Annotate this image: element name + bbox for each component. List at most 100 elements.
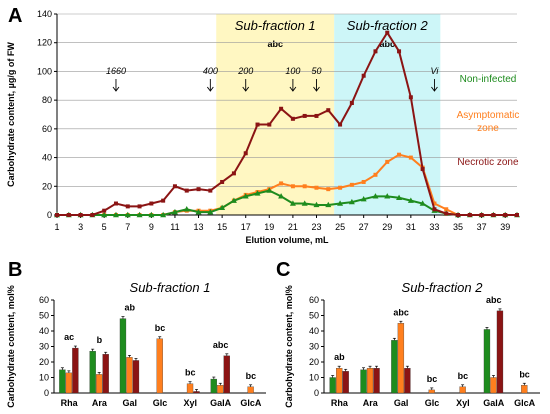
x-tick-label: 23 bbox=[311, 222, 321, 232]
data-point bbox=[372, 193, 379, 199]
data-point bbox=[137, 204, 142, 209]
data-point bbox=[101, 211, 108, 218]
bar bbox=[59, 369, 66, 394]
y-tick-label: 20 bbox=[39, 357, 49, 367]
size-marker-label: 400 bbox=[203, 66, 218, 76]
y-tick-labels: 0 20 40 60 80 100 120 140 bbox=[37, 9, 52, 220]
data-point bbox=[160, 211, 167, 218]
data-point bbox=[267, 122, 272, 127]
size-marker-label: Vi bbox=[431, 66, 440, 76]
data-point bbox=[397, 49, 402, 54]
y-tick-label: 0 bbox=[314, 388, 319, 398]
legend-asymptomatic-line1: Asymptomatic bbox=[457, 110, 520, 121]
category-label: Rha bbox=[331, 398, 349, 408]
subfraction-2-band bbox=[334, 14, 441, 215]
data-point bbox=[325, 201, 332, 208]
data-point bbox=[219, 204, 226, 211]
data-point bbox=[373, 49, 378, 54]
data-point bbox=[125, 204, 130, 209]
x-tick-label: 5 bbox=[102, 222, 107, 232]
data-point bbox=[195, 208, 202, 215]
bar bbox=[210, 378, 217, 394]
category-label: GalA bbox=[483, 398, 505, 408]
data-point bbox=[503, 213, 508, 217]
bar bbox=[404, 368, 411, 394]
panel-c: C Sub-fraction 2 Carbohydrate content, m… bbox=[276, 259, 540, 408]
y-tick-label: 120 bbox=[37, 38, 52, 48]
x-tick-label: 17 bbox=[241, 222, 251, 232]
data-point bbox=[337, 200, 344, 206]
y-tick-label: 40 bbox=[309, 326, 319, 336]
data-point bbox=[385, 30, 390, 35]
panel-b-plot: 0 10 20 30 40 50 60 ac Rha b Ara ab Gal bc Glc bc Xyl abc… bbox=[39, 295, 266, 408]
size-marker-arrowhead bbox=[242, 86, 250, 92]
significance-label: bc bbox=[185, 368, 196, 378]
data-point bbox=[444, 207, 449, 212]
x-tick-label: 27 bbox=[359, 222, 369, 232]
significance-label: bc bbox=[246, 371, 257, 381]
data-point bbox=[124, 211, 131, 218]
bar bbox=[119, 318, 127, 394]
size-marker-label: 100 bbox=[285, 66, 300, 76]
bar bbox=[366, 368, 374, 394]
data-point bbox=[278, 193, 285, 199]
x-tick-label: 39 bbox=[500, 222, 510, 232]
data-point bbox=[302, 113, 307, 118]
data-point bbox=[183, 206, 190, 212]
data-point bbox=[419, 200, 426, 206]
category-label: Glc bbox=[153, 398, 168, 408]
size-marker-label: 50 bbox=[311, 66, 321, 76]
significance-label: bc bbox=[519, 369, 530, 379]
y-axis-label: Carbohydrate content, µg/g of FW bbox=[6, 42, 16, 187]
y-tick-label: 40 bbox=[42, 153, 52, 163]
y-tick-label: 10 bbox=[39, 373, 49, 383]
y-tick-label: 20 bbox=[309, 357, 319, 367]
data-point bbox=[348, 198, 355, 205]
x-tick-label: 13 bbox=[194, 222, 204, 232]
data-point bbox=[396, 194, 403, 200]
size-marker-arrowhead bbox=[112, 86, 120, 92]
y-tick-label: 50 bbox=[39, 311, 49, 321]
data-point bbox=[314, 185, 319, 190]
category-label: Ara bbox=[92, 398, 108, 408]
data-point bbox=[302, 184, 307, 189]
data-point bbox=[148, 211, 155, 218]
x-tick-label: 7 bbox=[125, 222, 130, 232]
bar bbox=[373, 368, 380, 394]
data-point bbox=[171, 208, 178, 215]
panel-b-title: Sub-fraction 1 bbox=[130, 280, 211, 295]
data-point bbox=[254, 190, 261, 196]
y-tick-label: 0 bbox=[47, 210, 52, 220]
panel-b-y-axis-label: Carbohydrate content, mol% bbox=[6, 285, 16, 408]
data-point bbox=[326, 108, 331, 113]
data-point bbox=[432, 201, 437, 206]
data-point bbox=[230, 197, 237, 203]
data-point bbox=[491, 213, 496, 217]
y-tick-label: 10 bbox=[309, 373, 319, 383]
y-tick-label: 40 bbox=[39, 326, 49, 336]
data-point bbox=[408, 155, 413, 160]
data-point bbox=[397, 152, 402, 157]
y-tick-label: 20 bbox=[42, 181, 52, 191]
bar bbox=[496, 310, 504, 394]
data-point bbox=[408, 95, 413, 100]
category-label: Xyl bbox=[456, 398, 470, 408]
legend-necrotic: Necrotic zone bbox=[457, 157, 519, 168]
data-point bbox=[361, 179, 366, 184]
data-point bbox=[208, 188, 213, 193]
data-point bbox=[55, 213, 59, 217]
panel-a-letter: A bbox=[8, 5, 22, 27]
y-tick-label: 60 bbox=[309, 295, 319, 305]
data-point bbox=[279, 181, 284, 186]
y-tick-label: 30 bbox=[309, 342, 319, 352]
bar bbox=[342, 371, 349, 394]
data-point bbox=[444, 211, 449, 216]
bar bbox=[329, 377, 336, 394]
data-point bbox=[385, 159, 390, 164]
panel-b-letter: B bbox=[8, 259, 22, 281]
x-tick-labels: 1 3 5 7 9 11 13 15 17 19 21 23 25 27 29 31 33 35 37 39 bbox=[54, 222, 510, 232]
bar bbox=[193, 391, 200, 394]
x-tick-label: 19 bbox=[264, 222, 274, 232]
significance-label: b bbox=[97, 335, 103, 345]
